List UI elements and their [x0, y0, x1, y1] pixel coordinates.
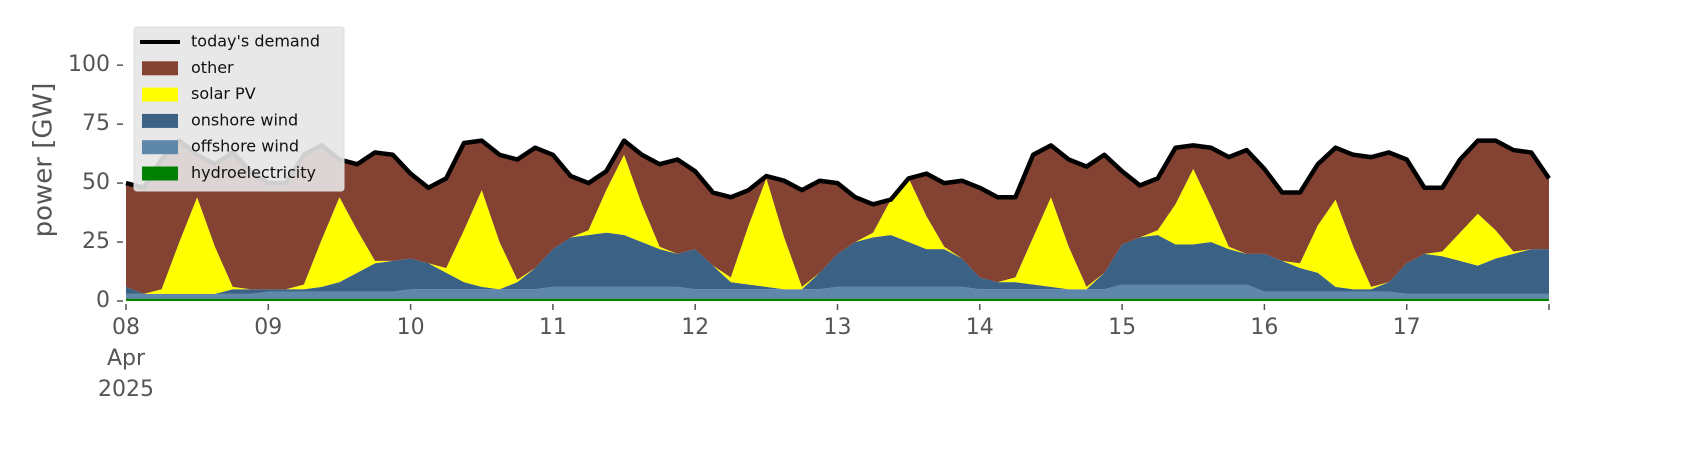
legend-swatch: [142, 166, 178, 181]
area: [126, 232, 1549, 294]
legend-label: today's demand: [191, 32, 320, 51]
y-tick-label: 0: [96, 288, 110, 313]
x-tick-label: 08: [112, 315, 140, 340]
legend-swatch: [142, 140, 178, 155]
x-tick-label: 14: [966, 315, 994, 340]
area: [126, 298, 1549, 301]
legend-label: hydroelectricity: [191, 163, 316, 182]
y-tick-label: 75: [82, 111, 110, 136]
area: [126, 154, 1549, 294]
x-tick-label: 17: [1393, 315, 1421, 340]
x-tick-label: 11: [539, 315, 567, 340]
legend-label: offshore wind: [191, 137, 299, 156]
x-tick-label: 10: [397, 315, 425, 340]
legend-label: other: [191, 58, 234, 77]
x-tick-label: 12: [681, 315, 709, 340]
legend-swatch: [142, 61, 178, 76]
x-tick-label: 13: [824, 315, 852, 340]
y-tick-label: 50: [82, 170, 110, 195]
legend-label: onshore wind: [191, 110, 298, 129]
legend: today's demand other solar PV onshore wind o…: [133, 26, 345, 192]
x-tick-label: 15: [1108, 315, 1136, 340]
legend-swatch: [142, 87, 178, 102]
area: [126, 284, 1549, 299]
legend-box: [133, 26, 345, 192]
x-tick-year: 2025: [98, 377, 154, 402]
y-tick-label: 25: [82, 229, 110, 254]
y-tick-label: 100: [68, 52, 110, 77]
x-tick-month: Apr: [107, 346, 146, 371]
legend-swatch: [142, 113, 178, 128]
x-tick-label: 16: [1250, 315, 1278, 340]
x-tick-label: 09: [254, 315, 282, 340]
legend-label: solar PV: [191, 84, 256, 103]
demand-line: [125, 138, 1551, 207]
y-axis-label: power [GW]: [29, 83, 59, 238]
area: [126, 140, 1549, 294]
